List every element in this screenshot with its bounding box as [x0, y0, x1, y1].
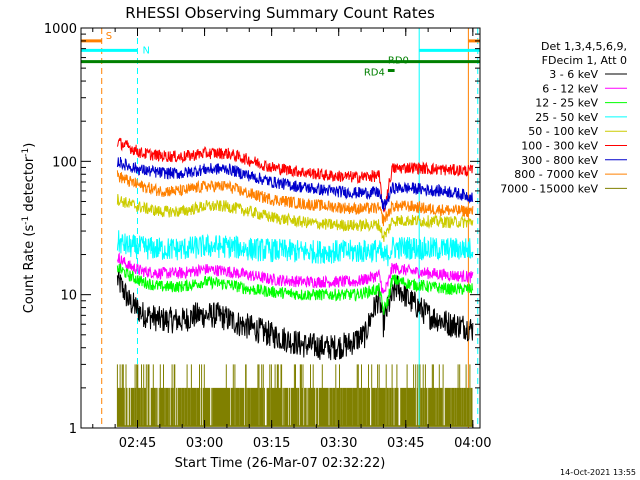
- annotation-label-n: N: [142, 45, 149, 56]
- y-tick-label-2: 100: [52, 155, 77, 170]
- legend-label-0: 3 - 6 keV: [549, 68, 598, 81]
- series-line-3: [116, 230, 474, 267]
- axes: [80, 27, 481, 429]
- legend-label-3: 25 - 50 keV: [535, 111, 598, 124]
- legend-label-5: 100 - 300 keV: [521, 140, 598, 153]
- series-1: [116, 251, 474, 294]
- series-7: [116, 170, 474, 227]
- series-4: [116, 194, 474, 242]
- y-axis-ticks: 1 10 100 1000: [44, 22, 480, 437]
- series-8: [116, 364, 474, 427]
- series-line-2: [116, 263, 474, 315]
- x-axis-ticks: 02:45 03:00 03:15 03:30 03:45 04:00: [92, 28, 492, 451]
- x-tick-label-3: 03:30: [320, 436, 357, 451]
- y-axis-label: Count Rate (s-1 detector-1): [21, 143, 37, 314]
- x-tick-label-5: 04:00: [454, 436, 491, 451]
- series-3: [116, 230, 474, 267]
- series-line-0: [116, 268, 474, 361]
- series-layer: [116, 137, 474, 427]
- series-line-7000-15000: [116, 364, 474, 427]
- vertical-markers: [101, 28, 479, 428]
- series-line-5: [116, 137, 474, 213]
- series-line-4: [116, 194, 474, 242]
- x-tick-label-2: 03:15: [253, 436, 290, 451]
- legend-header-line-2: FDecim 1, Att 0: [542, 54, 627, 67]
- legend: Det 1,3,4,5,6,9, FDecim 1, Att 0 3 - 6 k…: [500, 40, 627, 195]
- legend-label-7: 800 - 7000 keV: [514, 168, 598, 181]
- plot-frame: [80, 27, 481, 429]
- annotation-label-s: S: [106, 31, 112, 42]
- chart-title: RHESSI Observing Summary Count Rates: [125, 4, 435, 22]
- footer-date: 14-Oct-2021 13:55: [560, 468, 636, 477]
- annotation-label-rd0: RD0: [388, 56, 409, 67]
- legend-label-2: 12 - 25 keV: [535, 97, 598, 110]
- series-6: [116, 156, 474, 211]
- y-tick-label-1: 10: [60, 289, 77, 304]
- y-tick-label-0: 1: [69, 422, 77, 437]
- legend-label-8: 7000 - 15000 keV: [500, 182, 598, 195]
- series-0: [116, 268, 474, 361]
- x-tick-label-4: 03:45: [387, 436, 424, 451]
- y-tick-label-3: 1000: [44, 22, 77, 37]
- x-tick-label-1: 03:00: [186, 436, 223, 451]
- x-axis-label: Start Time (26-Mar-07 02:32:22): [175, 456, 386, 471]
- series-line-7: [116, 170, 474, 227]
- x-tick-label-0: 02:45: [119, 436, 156, 451]
- legend-label-1: 6 - 12 keV: [542, 82, 598, 95]
- legend-header-line-1: Det 1,3,4,5,6,9,: [541, 40, 627, 53]
- annotation-label-rd4: RD4: [364, 68, 385, 79]
- series-line-6: [116, 156, 474, 211]
- series-line-1: [116, 251, 474, 294]
- series-2: [116, 263, 474, 315]
- legend-label-4: 50 - 100 keV: [528, 125, 598, 138]
- legend-label-6: 300 - 800 keV: [521, 154, 598, 167]
- series-5: [116, 137, 474, 213]
